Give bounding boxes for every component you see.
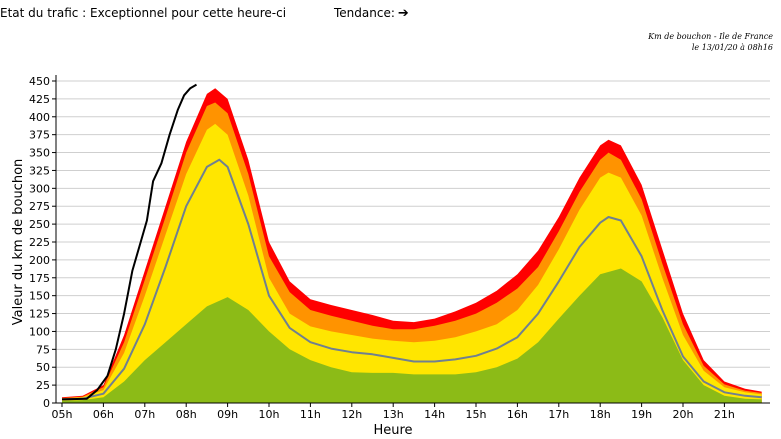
y-tick-label: 200 (29, 254, 50, 267)
x-tick-label: 17h (548, 408, 569, 421)
caption-title: Km de bouchon - Ile de France (648, 32, 773, 41)
y-tick-label: 100 (29, 325, 50, 338)
trend-indicator: Tendance: ➔ (334, 6, 409, 21)
series-line-mean (61, 158, 762, 401)
y-tick-label: 50 (36, 361, 50, 374)
y-tick-label: 325 (29, 164, 50, 177)
y-tick-label: 25 (36, 379, 50, 392)
x-tick-label: 05h (52, 408, 73, 421)
y-tick-label: 125 (29, 308, 50, 321)
series-line-today (61, 83, 198, 401)
x-tick-label: 09h (217, 408, 238, 421)
y-tick-label: 0 (43, 397, 50, 410)
traffic-status-label: Etat du trafic : (0, 6, 91, 20)
x-tick-label: 15h (466, 408, 487, 421)
y-tick-label: 400 (29, 111, 50, 124)
y-tick-label: 375 (29, 129, 50, 142)
x-axis-title: Heure (373, 423, 412, 438)
y-tick-label: 425 (29, 93, 50, 106)
axes: 0 25 50 75 100 125 150 175 200 225 250 275 300 325 350… (29, 75, 770, 421)
x-tick-label: 06h (93, 408, 114, 421)
x-tick-label: 12h (341, 408, 362, 421)
x-tick-label: 13h (383, 408, 404, 421)
traffic-status: Etat du trafic : Exceptionnel pour cette… (0, 6, 286, 20)
y-axis-title: Valeur du km de bouchon (11, 159, 26, 326)
band-green (62, 268, 762, 403)
y-tick-label: 300 (29, 182, 50, 195)
y-tick-label: 175 (29, 272, 50, 285)
y-tick-label: 75 (36, 343, 50, 356)
y-tick-label: 450 (29, 75, 50, 88)
x-tick-label: 10h (259, 408, 280, 421)
x-tick-label: 20h (673, 408, 694, 421)
y-tick-label: 150 (29, 290, 50, 303)
x-tick-label: 21h (714, 408, 735, 421)
caption-date: le 13/01/20 à 08h16 (691, 43, 773, 52)
x-tick-label: 18h (590, 408, 611, 421)
arrow-right-icon: ➔ (397, 6, 409, 21)
x-tick-label: 11h (300, 408, 321, 421)
x-tick-label: 16h (507, 408, 528, 421)
y-tick-label: 225 (29, 236, 50, 249)
lines (61, 83, 762, 401)
y-tick-label: 250 (29, 218, 50, 231)
x-tick-label: 19h (631, 408, 652, 421)
bands (62, 88, 762, 404)
x-tick-label: 07h (134, 408, 155, 421)
x-tick-label: 14h (424, 408, 445, 421)
x-tick-label: 08h (176, 408, 197, 421)
trend-label: Tendance: (334, 6, 395, 20)
y-tick-label: 350 (29, 147, 50, 160)
traffic-status-value: Exceptionnel pour cette heure-ci (90, 6, 287, 20)
y-tick-label: 275 (29, 200, 50, 213)
chart-caption: Km de bouchon - Ile de France le 13/01/2… (648, 31, 773, 53)
